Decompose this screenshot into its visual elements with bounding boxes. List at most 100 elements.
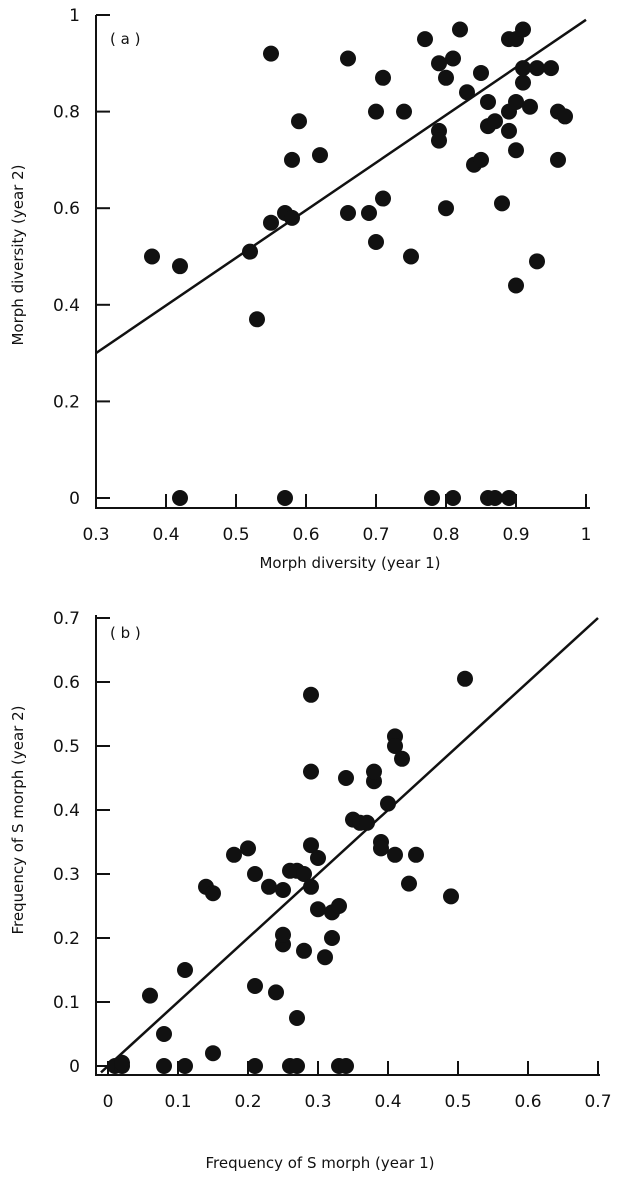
panel-b-axes	[95, 615, 600, 1076]
panel-b-y-tick-label: 0.7	[53, 609, 80, 629]
panel-a-y-tick-label: 0.4	[53, 296, 80, 316]
panel-b-data-point	[310, 901, 326, 918]
panel-b-data-point	[177, 1058, 193, 1074]
panel-b-x-tick-label: 0.1	[164, 1092, 191, 1112]
panel-b-data-point	[303, 837, 319, 854]
panel-b-y-tick-labels: 0 0.1 0.2 0.3 0.4 0.5 0.6 0.7	[53, 609, 80, 1077]
panel-a-data-point	[508, 142, 524, 159]
panel-a-y-axis-title: Morph diversity (year 2)	[9, 164, 27, 345]
panel-a-data-point	[249, 311, 265, 328]
panel-b-data-point	[247, 1058, 263, 1074]
panel-a-data-point	[361, 205, 377, 222]
panel-a-data-point	[291, 113, 307, 130]
panel-b-x-tick-label: 0.4	[374, 1092, 401, 1112]
panel-b-data-point	[359, 814, 375, 831]
panel-b-data-point	[338, 1058, 354, 1074]
panel-a-data-point	[403, 248, 419, 265]
panel-b-data-point	[380, 795, 396, 812]
panel-a-data-point	[242, 243, 258, 260]
panel-a-fit-line	[95, 18, 587, 355]
panel-a-data-point	[424, 490, 440, 506]
panel-b-data-point	[226, 846, 242, 863]
panel-a-data-point	[529, 60, 545, 77]
panel-b-data-point	[303, 686, 319, 703]
panel-a-data-point	[312, 147, 328, 164]
panel-a-data-point	[452, 21, 468, 38]
panel-b-data-point	[408, 846, 424, 863]
panel-b-y-tick-label: 0	[69, 1057, 80, 1077]
panel-b-data-point	[275, 926, 291, 943]
panel-a-data-point	[480, 93, 496, 110]
panel-b-data-point	[261, 878, 277, 895]
panel-b-data-point	[366, 763, 382, 780]
panel-a-y-tick-label: 0.2	[53, 392, 80, 412]
panel-a-data-point	[445, 50, 461, 67]
panel-b-data-point	[310, 850, 326, 866]
panel-b-y-tick-label: 0.3	[53, 865, 80, 885]
panel-a: 0.3 0.4 0.5 0.6 0.7 0.8 0.9 1 0 0.2 0.4 0.6 0.8 1 ( …	[9, 6, 591, 572]
panel-b-data-point	[142, 987, 158, 1004]
panel-b-x-tick-label: 0.7	[584, 1092, 611, 1112]
panel-a-x-tick-label: 0.4	[152, 525, 179, 545]
panel-a-data-point	[522, 98, 538, 115]
panel-b-y-tick-label: 0.2	[53, 929, 80, 949]
panel-b-data-point	[331, 898, 347, 914]
panel-a-data-point	[508, 277, 524, 294]
panel-a-data-point	[501, 490, 517, 506]
panel-b: 0 0.1 0.2 0.3 0.4 0.5 0.6 0.7 00.10.20.30.40.50…	[9, 609, 612, 1172]
panel-a-x-tick-label: 0.5	[222, 525, 249, 545]
panel-a-data-point	[368, 103, 384, 120]
panel-a-data-point	[473, 64, 489, 81]
panel-a-data-point	[172, 258, 188, 275]
panel-b-x-tick-label: 0.3	[304, 1092, 331, 1112]
panel-b-y-tick-label: 0.6	[53, 673, 80, 693]
panel-b-data-point	[338, 770, 354, 786]
panel-a-data-point	[494, 195, 510, 212]
panel-a-data-point	[144, 248, 160, 265]
panel-b-x-tick-label: 0	[103, 1092, 114, 1112]
panel-b-data-point	[240, 840, 256, 857]
panel-a-data-point	[340, 50, 356, 67]
panel-a-data-point	[501, 122, 517, 139]
panel-b-data-point	[387, 846, 403, 863]
panel-a-data-point	[550, 151, 566, 168]
panel-a-data-point	[284, 151, 300, 168]
panel-a-data-point	[396, 103, 412, 120]
panel-a-data-point	[284, 209, 300, 226]
panel-b-data-point	[156, 1058, 172, 1074]
panel-b-data-point	[303, 763, 319, 780]
panel-a-data-point	[431, 55, 447, 72]
panel-a-data-point	[445, 490, 461, 506]
panel-a-y-tick-label: 1	[69, 6, 80, 26]
panel-a-data-point	[487, 490, 503, 506]
panel-b-data-point	[205, 1045, 221, 1062]
panel-a-x-tick-label: 0.6	[292, 525, 319, 545]
panel-a-x-axis-title: Morph diversity (year 1)	[259, 554, 440, 572]
panel-b-data-point	[296, 942, 312, 959]
panel-b-data-point	[275, 882, 291, 898]
panel-a-data-point	[459, 84, 475, 101]
panel-a-x-tick-labels: 0.3 0.4 0.5 0.6 0.7 0.8 0.9 1	[82, 525, 591, 545]
panel-a-points	[144, 21, 573, 506]
panel-b-x-tick-label: 0.2	[234, 1092, 261, 1112]
panel-b-data-point	[177, 962, 193, 978]
panel-a-data-point	[515, 21, 531, 38]
panel-a-data-point	[515, 60, 531, 77]
panel-b-data-point	[324, 930, 340, 946]
panel-a-ticks	[95, 14, 587, 508]
panel-a-label: ( a )	[110, 30, 140, 48]
panel-a-y-tick-label: 0.8	[53, 103, 80, 123]
panel-b-x-tick-label: 0.5	[444, 1092, 471, 1112]
panel-a-data-point	[375, 69, 391, 86]
panel-b-x-tick-labels: 0 0.1 0.2 0.3 0.4 0.5 0.6 0.7	[103, 1092, 612, 1112]
panel-b-data-point	[114, 1054, 130, 1071]
panel-b-y-tick-label: 0.5	[53, 737, 80, 757]
panel-b-data-point	[457, 670, 473, 687]
panel-a-x-tick-label: 0.9	[502, 525, 529, 545]
panel-a-data-point	[277, 490, 293, 506]
panel-a-x-tick-label: 0.7	[362, 525, 389, 545]
panel-a-data-point	[508, 93, 524, 110]
panel-b-data-point	[156, 1026, 172, 1042]
panel-b-y-axis-title: Frequency of S morph (year 2)	[9, 705, 27, 934]
